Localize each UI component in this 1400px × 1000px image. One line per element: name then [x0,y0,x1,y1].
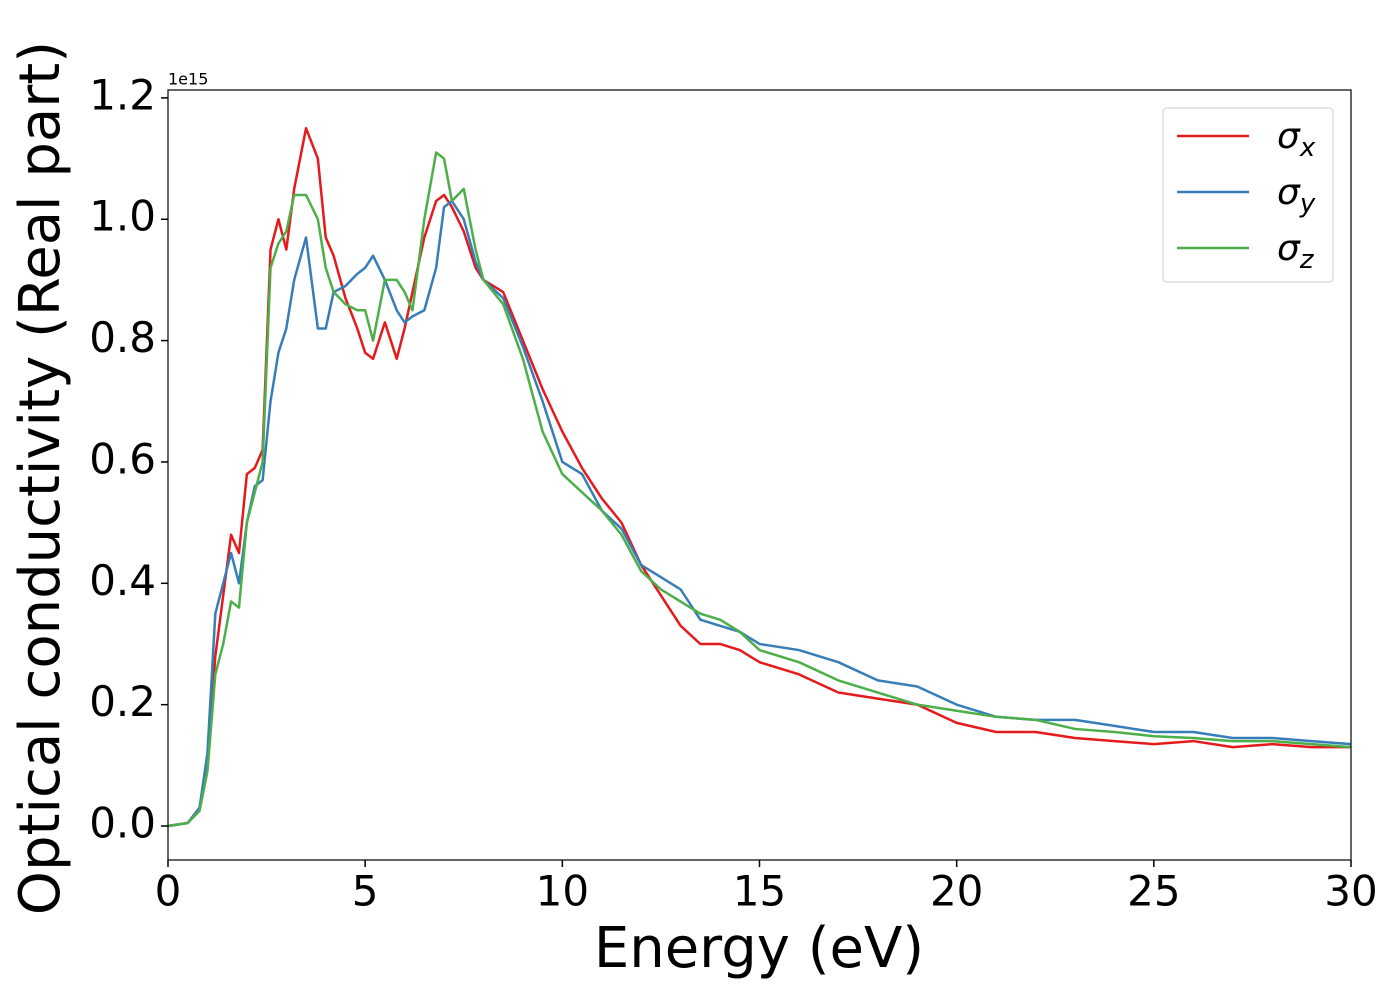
legend-box [1162,107,1334,283]
y-tick-label: 1.0 [89,192,156,241]
legend-label-base: σ [1277,116,1301,157]
y-tick-label: 0.0 [89,799,156,848]
series-line [167,151,1352,828]
legend-label: σx [1277,116,1316,163]
legend-label: σz [1277,228,1315,275]
y-tick-label: 1.2 [89,70,156,119]
x-tick-label: 20 [930,867,983,916]
y-tick-label: 0.4 [89,556,156,605]
legend-label-base: σ [1277,172,1301,213]
y-tick-label: 0.6 [89,434,156,483]
x-tick-label: 5 [352,867,379,916]
x-tick-label: 30 [1324,867,1377,916]
legend-label-sub: y [1299,189,1316,219]
x-tick-label: 0 [155,867,182,916]
plot-frame [167,89,1352,861]
y-axis-label: Optical conductivity (Real part) [8,41,73,915]
x-tick-label: 15 [733,867,786,916]
legend-label-sub: z [1299,245,1315,275]
offset-text: 1e15 [168,70,208,89]
x-tick-label: 10 [536,867,589,916]
legend-label-base: σ [1277,228,1301,269]
legend-label: σy [1277,172,1316,219]
series-line [167,199,1352,828]
x-axis-label: Energy (eV) [594,916,924,981]
legend-label-sub: x [1299,133,1316,163]
y-tick-label: 0.2 [89,677,156,726]
x-tick-label: 25 [1127,867,1180,916]
y-tick-label: 0.8 [89,313,156,362]
